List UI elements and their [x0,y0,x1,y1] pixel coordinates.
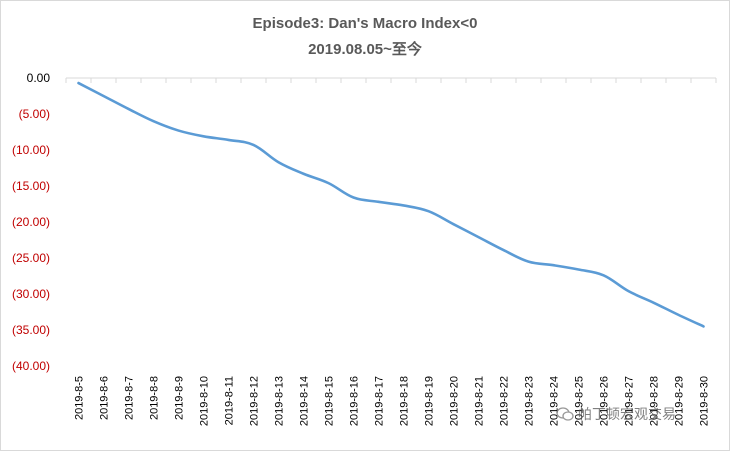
x-tick-label: 2019-8-17 [374,376,386,426]
x-tick-label: 2019-8-28 [649,376,661,426]
x-tick-label: 2019-8-29 [674,376,686,426]
x-tick-label: 2019-8-22 [499,376,511,426]
x-tick-label: 2019-8-12 [249,376,261,426]
x-tick-label: 2019-8-11 [224,376,236,425]
y-tick-label: 0.00 [27,71,51,85]
x-tick-label: 2019-8-25 [574,376,586,426]
y-tick-label: (35.00) [12,323,50,337]
y-tick-label: (30.00) [12,287,50,301]
x-tick-label: 2019-8-30 [699,376,711,426]
x-tick-label: 2019-8-15 [324,376,336,426]
y-tick-label: (40.00) [12,359,50,373]
watermark: 帕丁顿宏观交易 [556,404,676,424]
x-tick-label: 2019-8-8 [149,376,161,420]
x-tick-label: 2019-8-5 [74,376,86,420]
x-tick-label: 2019-8-13 [274,376,286,426]
x-tick-label: 2019-8-6 [99,376,111,420]
y-tick-label: (5.00) [19,107,50,121]
y-tick-label: (10.00) [12,143,50,157]
x-tick-label: 2019-8-7 [124,376,136,420]
x-tick-label: 2019-8-14 [299,376,311,426]
x-tick-label: 2019-8-23 [524,376,536,426]
x-tick-label: 2019-8-27 [624,376,636,426]
series-line [77,81,705,328]
x-tick-label: 2019-8-16 [349,376,361,426]
chart-title: Episode3: Dan's Macro Index<0 [252,15,478,32]
y-tick-label: (20.00) [12,215,50,229]
watermark-text: 帕丁顿宏观交易 [578,406,676,422]
x-tick-label: 2019-8-9 [174,376,186,420]
x-tick-label: 2019-8-20 [449,376,461,426]
chat-bubble-icon [556,407,574,421]
x-tick-label: 2019-8-21 [474,376,486,426]
y-tick-label: (25.00) [12,251,50,265]
y-tick-label: (15.00) [12,179,50,193]
x-tick-label: 2019-8-26 [599,376,611,426]
x-tick-label: 2019-8-18 [399,376,411,426]
x-tick-label: 2019-8-10 [199,376,211,426]
x-tick-label: 2019-8-19 [424,376,436,426]
chart-subtitle: 2019.08.05~至今 [308,41,422,58]
